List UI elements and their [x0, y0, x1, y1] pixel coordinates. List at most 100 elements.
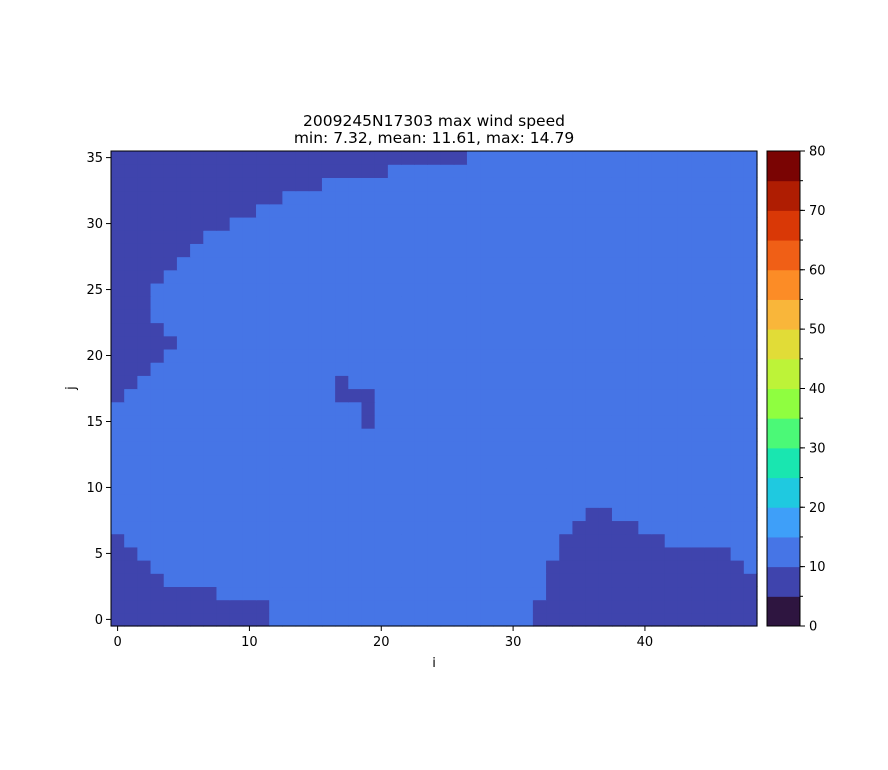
heatmap-cell — [506, 375, 521, 390]
heatmap-cell — [691, 375, 705, 390]
heatmap-cell — [453, 256, 468, 271]
heatmap-cell — [242, 401, 257, 416]
heatmap-cell — [651, 177, 666, 192]
heatmap-cell — [466, 243, 481, 258]
heatmap-cell — [453, 599, 468, 614]
heatmap-cell — [625, 203, 639, 218]
heatmap-cell — [282, 203, 297, 218]
heatmap-cell — [361, 441, 376, 456]
heatmap-cell — [216, 546, 231, 561]
heatmap-cell — [466, 480, 481, 495]
heatmap-cell — [401, 388, 415, 403]
heatmap-cell — [651, 203, 666, 218]
heatmap-cell — [229, 454, 244, 469]
heatmap-cell — [691, 256, 705, 271]
heatmap-cell — [532, 282, 547, 297]
heatmap-cell — [242, 612, 257, 627]
heatmap-cell — [506, 190, 521, 205]
heatmap-cell — [111, 269, 125, 284]
heatmap-cell — [335, 507, 349, 522]
heatmap-cell — [730, 362, 745, 376]
heatmap-cell — [651, 230, 666, 244]
heatmap-cell — [295, 348, 310, 363]
heatmap-cell — [229, 190, 244, 205]
heatmap-cell — [585, 243, 600, 258]
heatmap-cell — [256, 362, 270, 376]
heatmap-cell — [664, 612, 679, 627]
heatmap-cell — [150, 414, 165, 429]
heatmap-cell — [691, 348, 705, 363]
heatmap-cell — [519, 454, 534, 469]
heatmap-cell — [387, 414, 402, 429]
heatmap-cell — [638, 362, 653, 376]
heatmap-cell — [414, 269, 428, 284]
heatmap-cell — [335, 520, 349, 535]
heatmap-cell — [308, 216, 323, 231]
heatmap-cell — [137, 480, 152, 495]
heatmap-cell — [137, 494, 152, 508]
heatmap-cell — [598, 388, 613, 403]
heatmap-cell — [401, 599, 415, 614]
heatmap-cell — [269, 507, 283, 522]
heatmap-cell — [124, 322, 138, 337]
heatmap-cell — [401, 348, 415, 363]
heatmap-cell — [532, 348, 547, 363]
heatmap-cell — [664, 151, 679, 165]
heatmap-cell — [335, 612, 349, 627]
heatmap-cell — [638, 348, 653, 363]
heatmap-cell — [704, 348, 719, 363]
heatmap-cell — [216, 586, 231, 601]
heatmap-cell — [427, 282, 442, 297]
heatmap-cell — [453, 586, 468, 601]
heatmap-cell — [374, 282, 389, 297]
heatmap-cell — [242, 454, 257, 469]
heatmap-cell — [625, 612, 639, 627]
heatmap-cell — [559, 507, 574, 522]
heatmap-cell — [611, 309, 626, 324]
heatmap-cell — [387, 216, 402, 231]
heatmap-cell — [256, 480, 270, 495]
heatmap-cell — [546, 428, 560, 442]
y-tick-label: 20 — [86, 349, 103, 364]
heatmap-cell — [295, 335, 310, 350]
heatmap-cell — [414, 560, 428, 574]
heatmap-cell — [664, 467, 679, 482]
heatmap-cell — [242, 335, 257, 350]
colorbar-segment — [767, 358, 800, 389]
heatmap-cell — [743, 190, 758, 205]
heatmap-cell — [743, 546, 758, 561]
heatmap-cell — [282, 533, 297, 548]
heatmap-cell — [256, 507, 270, 522]
plot-frame — [110, 150, 758, 627]
heatmap-cell — [269, 256, 283, 271]
heatmap-cell — [361, 401, 376, 416]
heatmap-cell — [203, 467, 218, 482]
heatmap-cell — [295, 467, 310, 482]
heatmap-cell — [611, 375, 626, 390]
heatmap-cell — [480, 335, 494, 350]
heatmap-cell — [717, 546, 732, 561]
heatmap-cell — [611, 612, 626, 627]
heatmap-cell — [203, 507, 218, 522]
heatmap-cell — [124, 309, 138, 324]
heatmap-cell — [163, 414, 178, 429]
heatmap-cell — [137, 151, 152, 165]
heatmap-cell — [519, 375, 534, 390]
heatmap-cell — [466, 441, 481, 456]
heatmap-cell — [546, 177, 560, 192]
heatmap-cell — [203, 256, 218, 271]
heatmap-cell — [190, 480, 204, 495]
heatmap-cell — [664, 388, 679, 403]
heatmap-cell — [190, 454, 204, 469]
heatmap-cell — [704, 533, 719, 548]
heatmap-cell — [704, 414, 719, 429]
heatmap-cell — [203, 612, 218, 627]
heatmap-cell — [546, 573, 560, 588]
heatmap-cell — [611, 230, 626, 244]
heatmap-cell — [321, 533, 336, 548]
heatmap-cell — [546, 599, 560, 614]
heatmap-cell — [691, 494, 705, 508]
heatmap-cell — [176, 243, 191, 258]
heatmap-cell — [559, 216, 574, 231]
heatmap-cell — [150, 612, 165, 627]
